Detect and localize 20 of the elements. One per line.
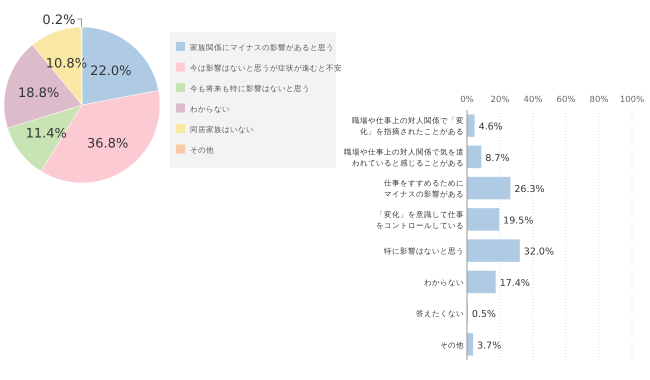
data-label: 3.7% <box>477 340 502 352</box>
data-label: 0.2% <box>42 13 76 28</box>
x-tick-label: 40% <box>524 95 542 105</box>
x-tick-label: 0% <box>460 95 474 105</box>
data-label: 4.6% <box>478 122 503 133</box>
x-tick-label: 80% <box>590 95 608 105</box>
data-label: 26.3% <box>514 184 545 196</box>
data-label: 18.8% <box>18 86 60 102</box>
data-label: 8.7% <box>485 152 510 164</box>
data-label: 32.0% <box>524 246 554 258</box>
data-label: 17.4% <box>500 278 530 289</box>
data-label: 11.4% <box>26 126 67 142</box>
data-label: 0.5% <box>472 309 496 320</box>
data-label: 10.8% <box>46 56 88 72</box>
data-label: 36.8% <box>87 136 128 152</box>
data-label: 22.0% <box>90 64 132 80</box>
x-tick-label: 60% <box>556 95 576 105</box>
x-tick-label: 100% <box>620 95 644 105</box>
x-tick-label: 20% <box>490 95 510 105</box>
data-label: 19.5% <box>503 215 534 226</box>
